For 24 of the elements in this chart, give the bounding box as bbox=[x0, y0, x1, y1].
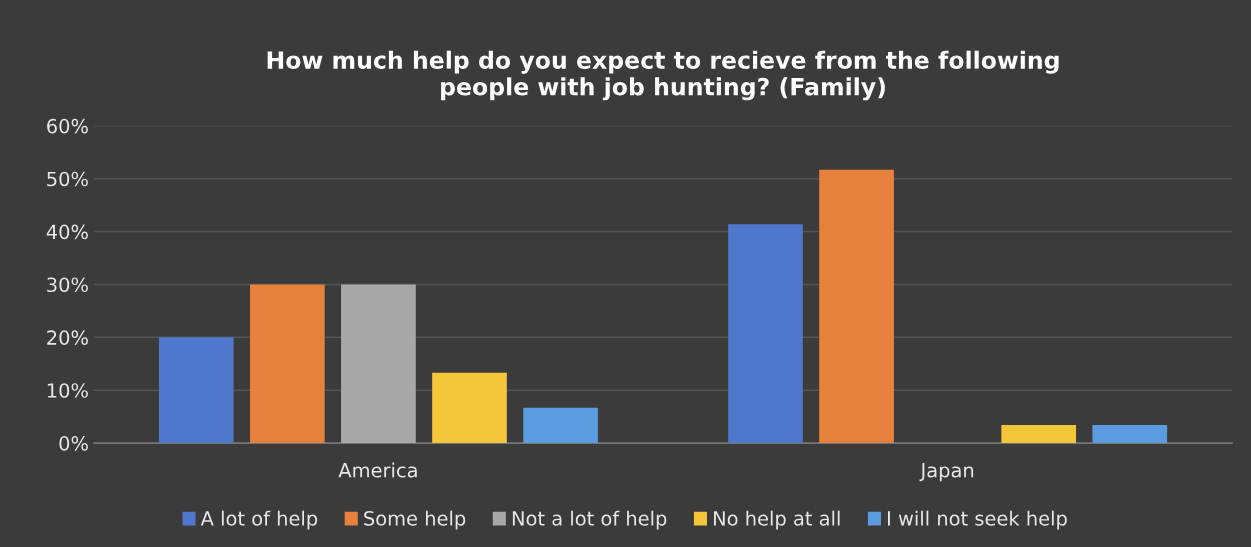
y-tick-label: 10% bbox=[47, 383, 88, 398]
y-tick-label: 20% bbox=[47, 330, 88, 345]
x-tick-label: America bbox=[338, 462, 417, 478]
legend-label: No help at all bbox=[714, 510, 840, 530]
y-tick-label: 60% bbox=[47, 118, 88, 134]
bar bbox=[1001, 425, 1077, 444]
bar bbox=[819, 169, 894, 444]
bar bbox=[728, 224, 803, 444]
legend-label: Some help bbox=[364, 510, 466, 530]
bar bbox=[1092, 425, 1168, 444]
bar bbox=[432, 372, 507, 444]
bar bbox=[158, 337, 234, 444]
legend-label: A lot of help bbox=[200, 510, 318, 530]
legend-label: Not a lot of help bbox=[512, 510, 667, 530]
bar bbox=[341, 284, 416, 444]
legend-label: I will not seek help bbox=[888, 510, 1067, 530]
y-tick-label: 40% bbox=[46, 224, 88, 240]
x-tick-label: Japan bbox=[919, 463, 974, 482]
y-tick-label: 0% bbox=[59, 436, 88, 451]
y-tick-label: 50% bbox=[47, 171, 88, 187]
chart-title: How much help do you expect to recieve from the following people with job hunting? (Family) bbox=[267, 50, 1059, 101]
bar bbox=[250, 284, 325, 444]
bar bbox=[523, 407, 598, 444]
y-tick-label: 30% bbox=[47, 277, 88, 293]
